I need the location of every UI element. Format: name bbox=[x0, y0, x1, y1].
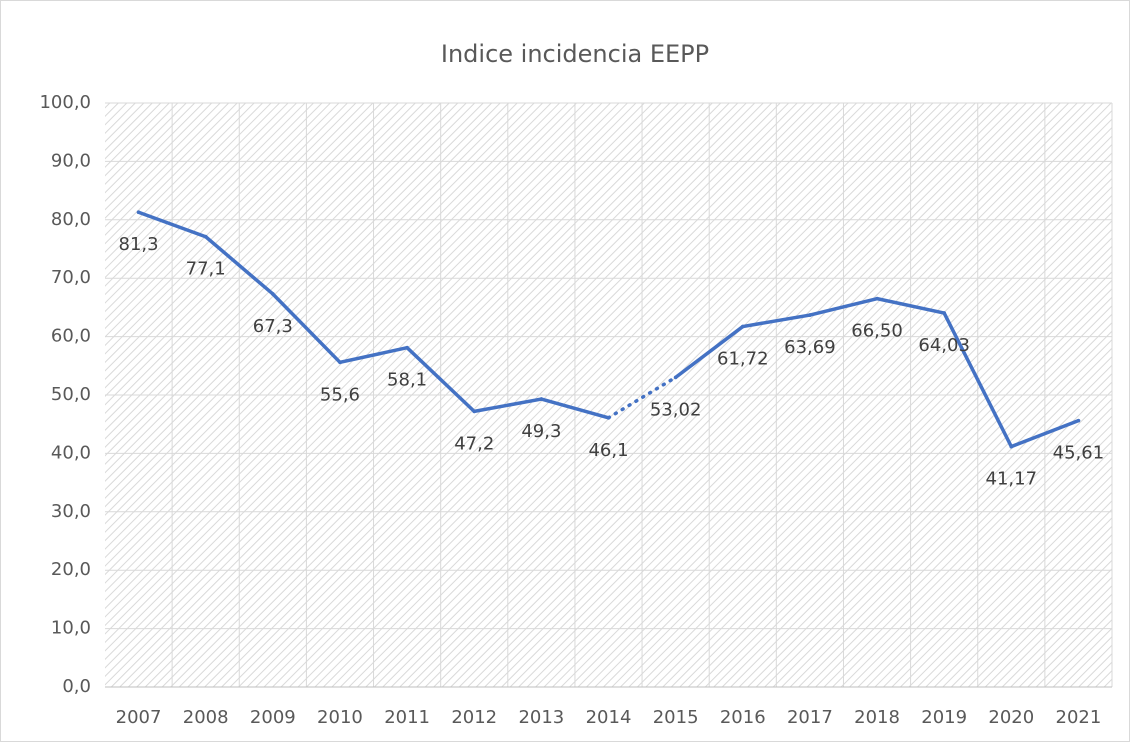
x-tick-label: 2014 bbox=[586, 707, 632, 728]
line-segment bbox=[472, 397, 544, 414]
y-tick-label: 30,0 bbox=[51, 501, 91, 522]
y-tick-label: 20,0 bbox=[51, 559, 91, 580]
data-label: 63,69 bbox=[784, 337, 836, 358]
data-label: 81,3 bbox=[119, 234, 159, 255]
data-label: 47,2 bbox=[454, 433, 494, 454]
data-label: 61,72 bbox=[717, 349, 769, 370]
line-segment bbox=[271, 292, 342, 365]
line-segment bbox=[741, 313, 812, 329]
x-tick-label: 2012 bbox=[451, 707, 497, 728]
line-segment bbox=[203, 234, 275, 296]
line-point bbox=[1076, 418, 1081, 423]
y-tick-label: 90,0 bbox=[51, 150, 91, 171]
y-tick-label: 80,0 bbox=[51, 209, 91, 230]
data-label: 41,17 bbox=[986, 469, 1038, 490]
data-label: 67,3 bbox=[253, 316, 293, 337]
line-point bbox=[539, 397, 544, 401]
data-label: 58,1 bbox=[387, 370, 427, 391]
line-point bbox=[271, 292, 275, 296]
line-segment bbox=[673, 324, 745, 380]
y-tick-label: 10,0 bbox=[51, 618, 91, 639]
line-point bbox=[606, 415, 611, 420]
line-segment bbox=[136, 210, 208, 239]
y-tick-label: 70,0 bbox=[51, 267, 91, 288]
data-label: 45,61 bbox=[1053, 443, 1105, 464]
x-tick-label: 2016 bbox=[720, 707, 766, 728]
line-segment bbox=[875, 296, 946, 315]
line-segment bbox=[942, 311, 1014, 449]
data-label: 66,50 bbox=[851, 321, 903, 342]
line-segment bbox=[606, 375, 678, 420]
chart-title: Indice incidencia EEPP bbox=[441, 40, 709, 68]
data-label: 55,6 bbox=[320, 384, 360, 405]
x-tick-label: 2008 bbox=[183, 707, 229, 728]
y-tick-label: 50,0 bbox=[51, 384, 91, 405]
line-point bbox=[472, 409, 477, 414]
line-point bbox=[673, 375, 678, 380]
y-tick-label: 60,0 bbox=[51, 326, 91, 347]
x-tick-label: 2020 bbox=[988, 707, 1034, 728]
data-label: 77,1 bbox=[186, 259, 226, 280]
y-tick-label: 40,0 bbox=[51, 442, 91, 463]
line-segment bbox=[405, 345, 476, 414]
line-point bbox=[338, 360, 342, 365]
line-segment bbox=[338, 345, 409, 365]
x-tick-label: 2017 bbox=[787, 707, 833, 728]
line-point bbox=[405, 345, 409, 350]
data-label: 53,02 bbox=[650, 399, 702, 420]
line-point bbox=[875, 296, 879, 301]
line-point bbox=[1009, 444, 1014, 449]
y-tick-label: 0,0 bbox=[62, 676, 91, 697]
data-label: 64,03 bbox=[918, 335, 970, 356]
y-tick-label: 100,0 bbox=[39, 92, 91, 113]
data-label: 49,3 bbox=[521, 421, 561, 442]
x-tick-label: 2007 bbox=[116, 707, 162, 728]
x-tick-label: 2015 bbox=[653, 707, 699, 728]
line-point bbox=[808, 313, 812, 317]
line-segment bbox=[539, 397, 611, 420]
x-tick-label: 2021 bbox=[1056, 707, 1102, 728]
line-point bbox=[740, 324, 745, 329]
line-segment bbox=[1009, 418, 1081, 449]
x-tick-label: 2018 bbox=[854, 707, 900, 728]
line-point bbox=[942, 311, 946, 315]
x-tick-label: 2010 bbox=[317, 707, 363, 728]
line-segment bbox=[808, 296, 879, 317]
x-tick-label: 2011 bbox=[384, 707, 430, 728]
x-tick-label: 2013 bbox=[518, 707, 564, 728]
line-point bbox=[136, 210, 141, 215]
data-label: 46,1 bbox=[588, 440, 628, 461]
x-tick-label: 2009 bbox=[250, 707, 296, 728]
x-tick-label: 2019 bbox=[921, 707, 967, 728]
line-point bbox=[203, 234, 208, 239]
